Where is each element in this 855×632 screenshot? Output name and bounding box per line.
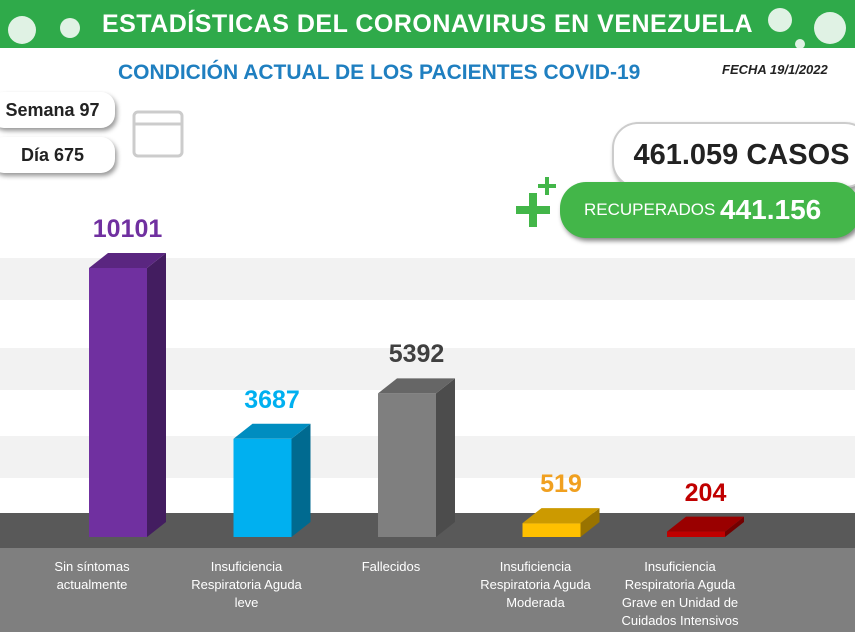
plus-icon <box>516 177 556 227</box>
bar-side <box>725 516 744 537</box>
category-label: Insuficiencia Respiratoria Aguda Grave e… <box>621 559 739 628</box>
recovered-value: 441.156 <box>720 194 822 225</box>
recovered-label: RECUPERADOS <box>584 200 716 219</box>
value-label: 5392 <box>388 340 445 369</box>
date: FECHA 19/1/2022 <box>722 62 828 77</box>
bar-top <box>522 508 600 524</box>
virus-icons <box>8 8 846 49</box>
category-label: Insuficiencia Respiratoria Aguda Moderad… <box>480 559 591 610</box>
bar-top <box>378 378 455 394</box>
category-label: Fallecidos <box>361 559 421 574</box>
value-label: 519 <box>540 470 582 499</box>
bar-side <box>580 508 600 537</box>
title: ESTADÍSTICAS DEL CORONAVIRUS EN VENEZUEL… <box>101 10 754 38</box>
subtitle: CONDICIÓN ACTUAL DE LOS PACIENTES COVID-… <box>118 61 641 84</box>
day: Día 675 <box>0 137 115 173</box>
value-label: 3687 <box>244 385 300 414</box>
bar-top <box>667 516 744 532</box>
bar <box>522 523 581 537</box>
calendar-icon <box>132 110 184 158</box>
bar <box>667 531 725 537</box>
value-label: 204 <box>684 478 727 507</box>
recovered: RECUPERADOS 441.156 <box>560 182 855 238</box>
week: Semana 97 <box>0 92 115 128</box>
bar-side <box>147 253 166 537</box>
bar <box>89 268 147 537</box>
bar-side <box>291 423 311 537</box>
label-area <box>0 548 855 632</box>
category-label: Sin síntomas actualmente <box>54 559 130 592</box>
header-banner <box>0 0 855 48</box>
cases: 461.059 CASOS <box>612 122 855 188</box>
bar <box>233 438 292 537</box>
bar-top <box>233 423 311 439</box>
bar-side <box>436 378 455 537</box>
value-label: 10101 <box>92 215 163 243</box>
category-label: Insuficiencia Respiratoria Aguda leve <box>191 559 302 610</box>
bar-top <box>89 253 166 268</box>
bar <box>378 393 436 537</box>
